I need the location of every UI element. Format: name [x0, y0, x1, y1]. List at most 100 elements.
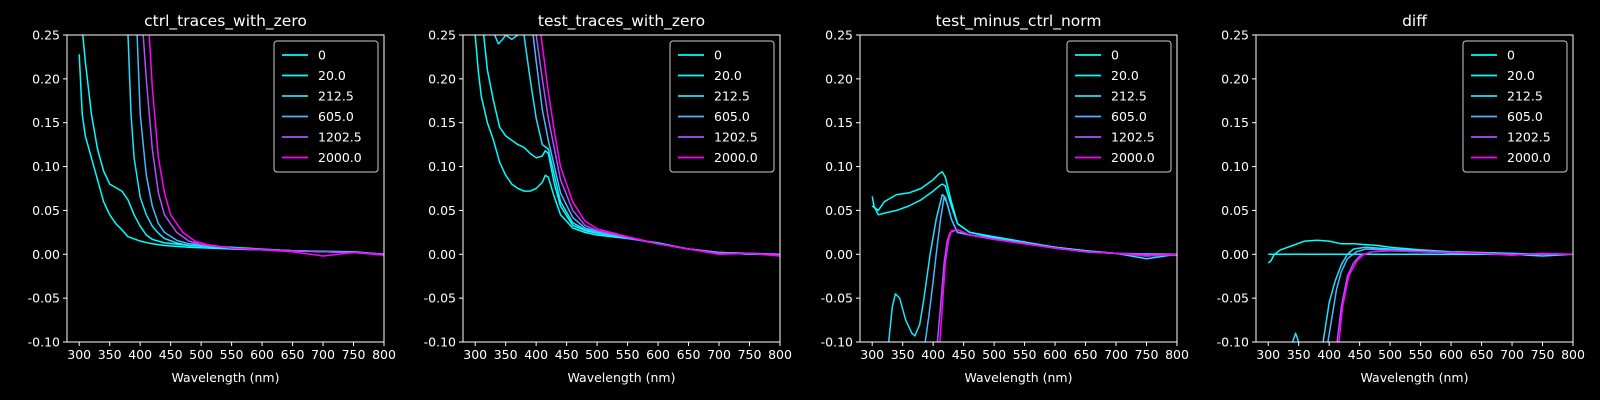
x-tick-label: 700	[311, 347, 335, 362]
legend: 0 20.0 212.5 605.0 1202.5 2000.0	[1462, 40, 1568, 173]
series-line-20-0	[82, 35, 384, 256]
legend-label: 0	[318, 48, 326, 63]
x-tick-label: 350	[98, 347, 122, 362]
x-tick-label: 400	[524, 347, 548, 362]
x-tick-label: 450	[952, 347, 976, 362]
y-tick-label: 0.15	[428, 115, 456, 130]
x-tick-label: 400	[921, 347, 945, 362]
x-tick-label: 550	[616, 347, 640, 362]
legend-box	[1066, 40, 1172, 173]
legend-label: 605.0	[1507, 109, 1543, 124]
legend-label: 0	[714, 48, 722, 63]
y-tick-label: 0.25	[1221, 28, 1249, 43]
y-tick-label: 0.20	[428, 71, 456, 86]
legend-label: 605.0	[1111, 109, 1147, 124]
legend-label: 20.0	[1507, 68, 1535, 83]
x-tick-label: 300	[67, 347, 91, 362]
axes-frame	[462, 34, 781, 343]
x-tick-label: 550	[1013, 347, 1037, 362]
y-tick-label: 0.05	[32, 203, 60, 218]
series-line-1202-5	[142, 35, 384, 256]
x-tick-label: 350	[891, 347, 915, 362]
axes-frame	[66, 34, 385, 343]
plot-lines	[871, 171, 1177, 342]
series-line-2000-0	[540, 35, 780, 257]
legend-label: 2000.0	[1111, 150, 1155, 165]
y-tick-label: 0.10	[428, 159, 456, 174]
x-tick-label: 650	[1074, 347, 1098, 362]
x-tick-label: 600	[646, 347, 670, 362]
legend-label: 2000.0	[318, 150, 362, 165]
y-tick-label: 0.25	[32, 28, 60, 43]
plot-lines	[474, 35, 780, 257]
x-tick-label: 500	[585, 347, 609, 362]
y-tick-label: 0.15	[32, 115, 60, 130]
legend-label: 20.0	[318, 68, 346, 83]
plot-lines	[1267, 239, 1573, 342]
y-tick-label: 0.10	[32, 159, 60, 174]
x-tick-label: 300	[860, 347, 884, 362]
chart-title: test_traces_with_zero	[538, 12, 705, 31]
y-tick-label: 0.20	[32, 71, 60, 86]
legend-label: 0	[1111, 48, 1119, 63]
series-line-2000-0	[148, 35, 384, 257]
x-tick-label: 550	[220, 347, 244, 362]
y-tick-label: 0.00	[428, 247, 456, 262]
chart-panel-4: diff 300 350 400 450 500 550 600 650 700 750 800 -0.…	[1217, 12, 1585, 385]
x-tick-label: 600	[250, 347, 274, 362]
legend-label: 1202.5	[1507, 130, 1551, 145]
legend-label: 605.0	[318, 109, 354, 124]
legend-label: 212.5	[1111, 89, 1147, 104]
y-tick-label: 0.25	[428, 28, 456, 43]
legend-label: 1202.5	[318, 130, 362, 145]
x-axis-label: Wavelength (nm)	[172, 370, 280, 385]
legend-label: 0	[1507, 48, 1515, 63]
x-tick-label: 450	[159, 347, 183, 362]
chart-title: ctrl_traces_with_zero	[144, 12, 307, 31]
x-tick-label: 700	[1500, 347, 1524, 362]
x-tick-label: 400	[128, 347, 152, 362]
legend: 0 20.0 212.5 605.0 1202.5 2000.0	[1066, 40, 1172, 173]
y-tick-label: -0.10	[28, 335, 60, 350]
legend: 0 20.0 212.5 605.0 1202.5 2000.0	[273, 40, 379, 173]
y-tick-label: -0.05	[28, 291, 60, 306]
series-line-212-5	[1291, 332, 1300, 342]
y-tick-label: -0.05	[424, 291, 456, 306]
x-tick-label: 700	[1104, 347, 1128, 362]
x-tick-label: 450	[1348, 347, 1372, 362]
x-tick-label: 750	[1531, 347, 1555, 362]
x-tick-label: 600	[1043, 347, 1067, 362]
y-tick-label: 0.00	[825, 247, 853, 262]
x-tick-label: 800	[372, 347, 396, 362]
x-tick-label: 800	[1165, 347, 1189, 362]
legend-label: 2000.0	[1507, 150, 1551, 165]
legend-label: 2000.0	[714, 150, 758, 165]
x-tick-label: 350	[494, 347, 518, 362]
series-line-212-5	[494, 35, 519, 45]
series-line-2000-0	[939, 228, 1177, 342]
legend-box	[273, 40, 379, 173]
chart-panel-2: test_traces_with_zero 300 350 400 450 500 550 6…	[424, 12, 792, 385]
x-tick-label: 800	[768, 347, 792, 362]
x-tick-label: 750	[738, 347, 762, 362]
x-tick-label: 500	[189, 347, 213, 362]
x-axis-label: Wavelength (nm)	[965, 370, 1073, 385]
x-tick-label: 550	[1409, 347, 1433, 362]
x-tick-label: 500	[1378, 347, 1402, 362]
x-tick-label: 300	[463, 347, 487, 362]
y-tick-label: -0.10	[424, 335, 456, 350]
x-tick-label: 800	[1561, 347, 1585, 362]
y-tick-label: -0.10	[1217, 335, 1249, 350]
x-tick-label: 650	[281, 347, 305, 362]
y-tick-label: 0.20	[1221, 71, 1249, 86]
x-tick-label: 450	[555, 347, 579, 362]
series-line-2000-0	[1338, 250, 1573, 342]
y-tick-label: 0.10	[825, 159, 853, 174]
x-tick-label: 650	[677, 347, 701, 362]
y-tick-label: 0.10	[1221, 159, 1249, 174]
legend-label: 1202.5	[714, 130, 758, 145]
axes-frame	[859, 34, 1178, 343]
y-tick-label: -0.05	[821, 291, 853, 306]
